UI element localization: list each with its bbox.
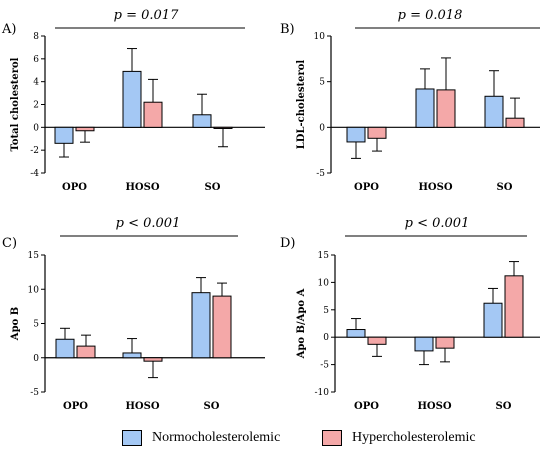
- pvalue-label: p = 0.017: [114, 8, 179, 23]
- legend: Normocholesterolemic Hypercholesterolemi…: [0, 428, 550, 456]
- bar-hyper-hoso: [436, 89, 456, 128]
- bar-normo-hoso: [122, 352, 142, 359]
- y-tick-label: 0: [33, 354, 39, 364]
- pvalue-label: p = 0.018: [398, 8, 463, 23]
- bar-hyper-so: [212, 295, 232, 359]
- y-tick-label: 0: [323, 333, 329, 343]
- bar-normo-so: [483, 302, 503, 338]
- legend-label-hyper: Hypercholesterolemic: [352, 430, 476, 445]
- category-label: SO: [496, 401, 512, 412]
- panel-label: C): [2, 236, 17, 251]
- category-label: SO: [204, 401, 220, 412]
- bar-hyper-hoso: [143, 357, 163, 362]
- y-tick-label: 2: [33, 101, 39, 111]
- y-tick-label: 0: [319, 123, 325, 133]
- panel-3: C) p < 0.001 -5 0 5 10 15 Apo B OPO HOSO SO: [2, 216, 265, 412]
- category-label: OPO: [354, 182, 379, 193]
- pvalue-label: p < 0.001: [116, 216, 181, 231]
- figure-canvas: A) p = 0.017 -4 -2 0 2 4 6 8 Total cholesterol OPO…: [1, 8, 540, 412]
- category-label: HOSO: [125, 401, 159, 412]
- category-label: OPO: [63, 401, 88, 412]
- y-tick-label: 5: [319, 78, 325, 88]
- legend-swatch-normo: [122, 430, 142, 446]
- category-label: OPO: [354, 401, 379, 412]
- panel-2: B) p = 0.018 -5 0 5 10 LDL-cholesterol OPO HOSO S…: [280, 8, 540, 193]
- y-axis-label: Apo B/Apo A: [296, 288, 307, 359]
- y-tick-label: -5: [316, 169, 325, 179]
- category-label: SO: [205, 182, 221, 193]
- y-tick-label: 8: [33, 32, 39, 42]
- y-tick-label: 5: [33, 320, 39, 330]
- bar-normo-hoso: [414, 336, 434, 352]
- y-tick-label: -4: [30, 169, 39, 179]
- y-tick-label: 10: [314, 32, 326, 42]
- bar-normo-opo: [346, 329, 366, 338]
- y-tick-label: 15: [28, 251, 40, 261]
- bar-normo-so: [191, 292, 211, 359]
- bar-hyper-opo: [76, 345, 96, 359]
- bar-normo-hoso: [122, 70, 142, 128]
- category-label: HOSO: [125, 182, 159, 193]
- y-tick-label: 10: [318, 278, 330, 288]
- category-label: OPO: [62, 182, 87, 193]
- legend-item-hyper: Hypercholesterolemic: [322, 430, 476, 446]
- legend-item-normo: Normocholesterolemic: [122, 430, 280, 446]
- bar-hyper-hoso: [435, 336, 455, 349]
- bar-normo-opo: [346, 126, 366, 143]
- y-tick-label: 0: [33, 123, 39, 133]
- category-label: SO: [497, 182, 513, 193]
- y-tick-label: -5: [30, 388, 39, 398]
- y-tick-label: -5: [320, 361, 329, 371]
- panel-1: A) p = 0.017 -4 -2 0 2 4 6 8 Total cholesterol OPO…: [1, 8, 265, 193]
- bar-hyper-opo: [367, 126, 387, 139]
- bar-normo-opo: [54, 126, 74, 144]
- y-axis-label: Total cholesterol: [10, 57, 21, 151]
- category-label: HOSO: [418, 182, 452, 193]
- bar-normo-opo: [55, 338, 75, 359]
- bar-hyper-opo: [75, 126, 95, 132]
- category-label: HOSO: [417, 401, 451, 412]
- panel-label: A): [1, 22, 16, 37]
- panel-label: B): [280, 22, 295, 37]
- legend-label-normo: Normocholesterolemic: [152, 430, 281, 445]
- panel-4: D) p < 0.001 -10 -5 0 5 10 15 Apo B/Apo A OPO HOSO…: [280, 216, 540, 412]
- bar-hyper-hoso: [143, 101, 163, 128]
- bar-hyper-so: [213, 126, 233, 129]
- panel-label: D): [280, 236, 296, 251]
- bar-hyper-so: [504, 275, 524, 338]
- y-axis-label: LDL-cholesterol: [296, 60, 307, 150]
- y-axis-label: Apo B: [10, 307, 21, 341]
- legend-swatch-hyper: [322, 430, 342, 446]
- bar-normo-so: [484, 95, 504, 128]
- pvalue-label: p < 0.001: [405, 216, 470, 231]
- y-tick-label: 4: [33, 78, 39, 88]
- y-tick-label: 5: [323, 306, 329, 316]
- bar-normo-so: [192, 114, 212, 128]
- y-tick-label: 10: [28, 285, 40, 295]
- y-tick-label: -2: [30, 146, 39, 156]
- y-tick-label: 6: [33, 55, 39, 65]
- y-tick-label: -10: [315, 388, 330, 398]
- bar-normo-hoso: [415, 88, 435, 128]
- bar-hyper-so: [505, 117, 525, 128]
- bar-hyper-opo: [367, 336, 387, 345]
- y-tick-label: 15: [318, 251, 330, 261]
